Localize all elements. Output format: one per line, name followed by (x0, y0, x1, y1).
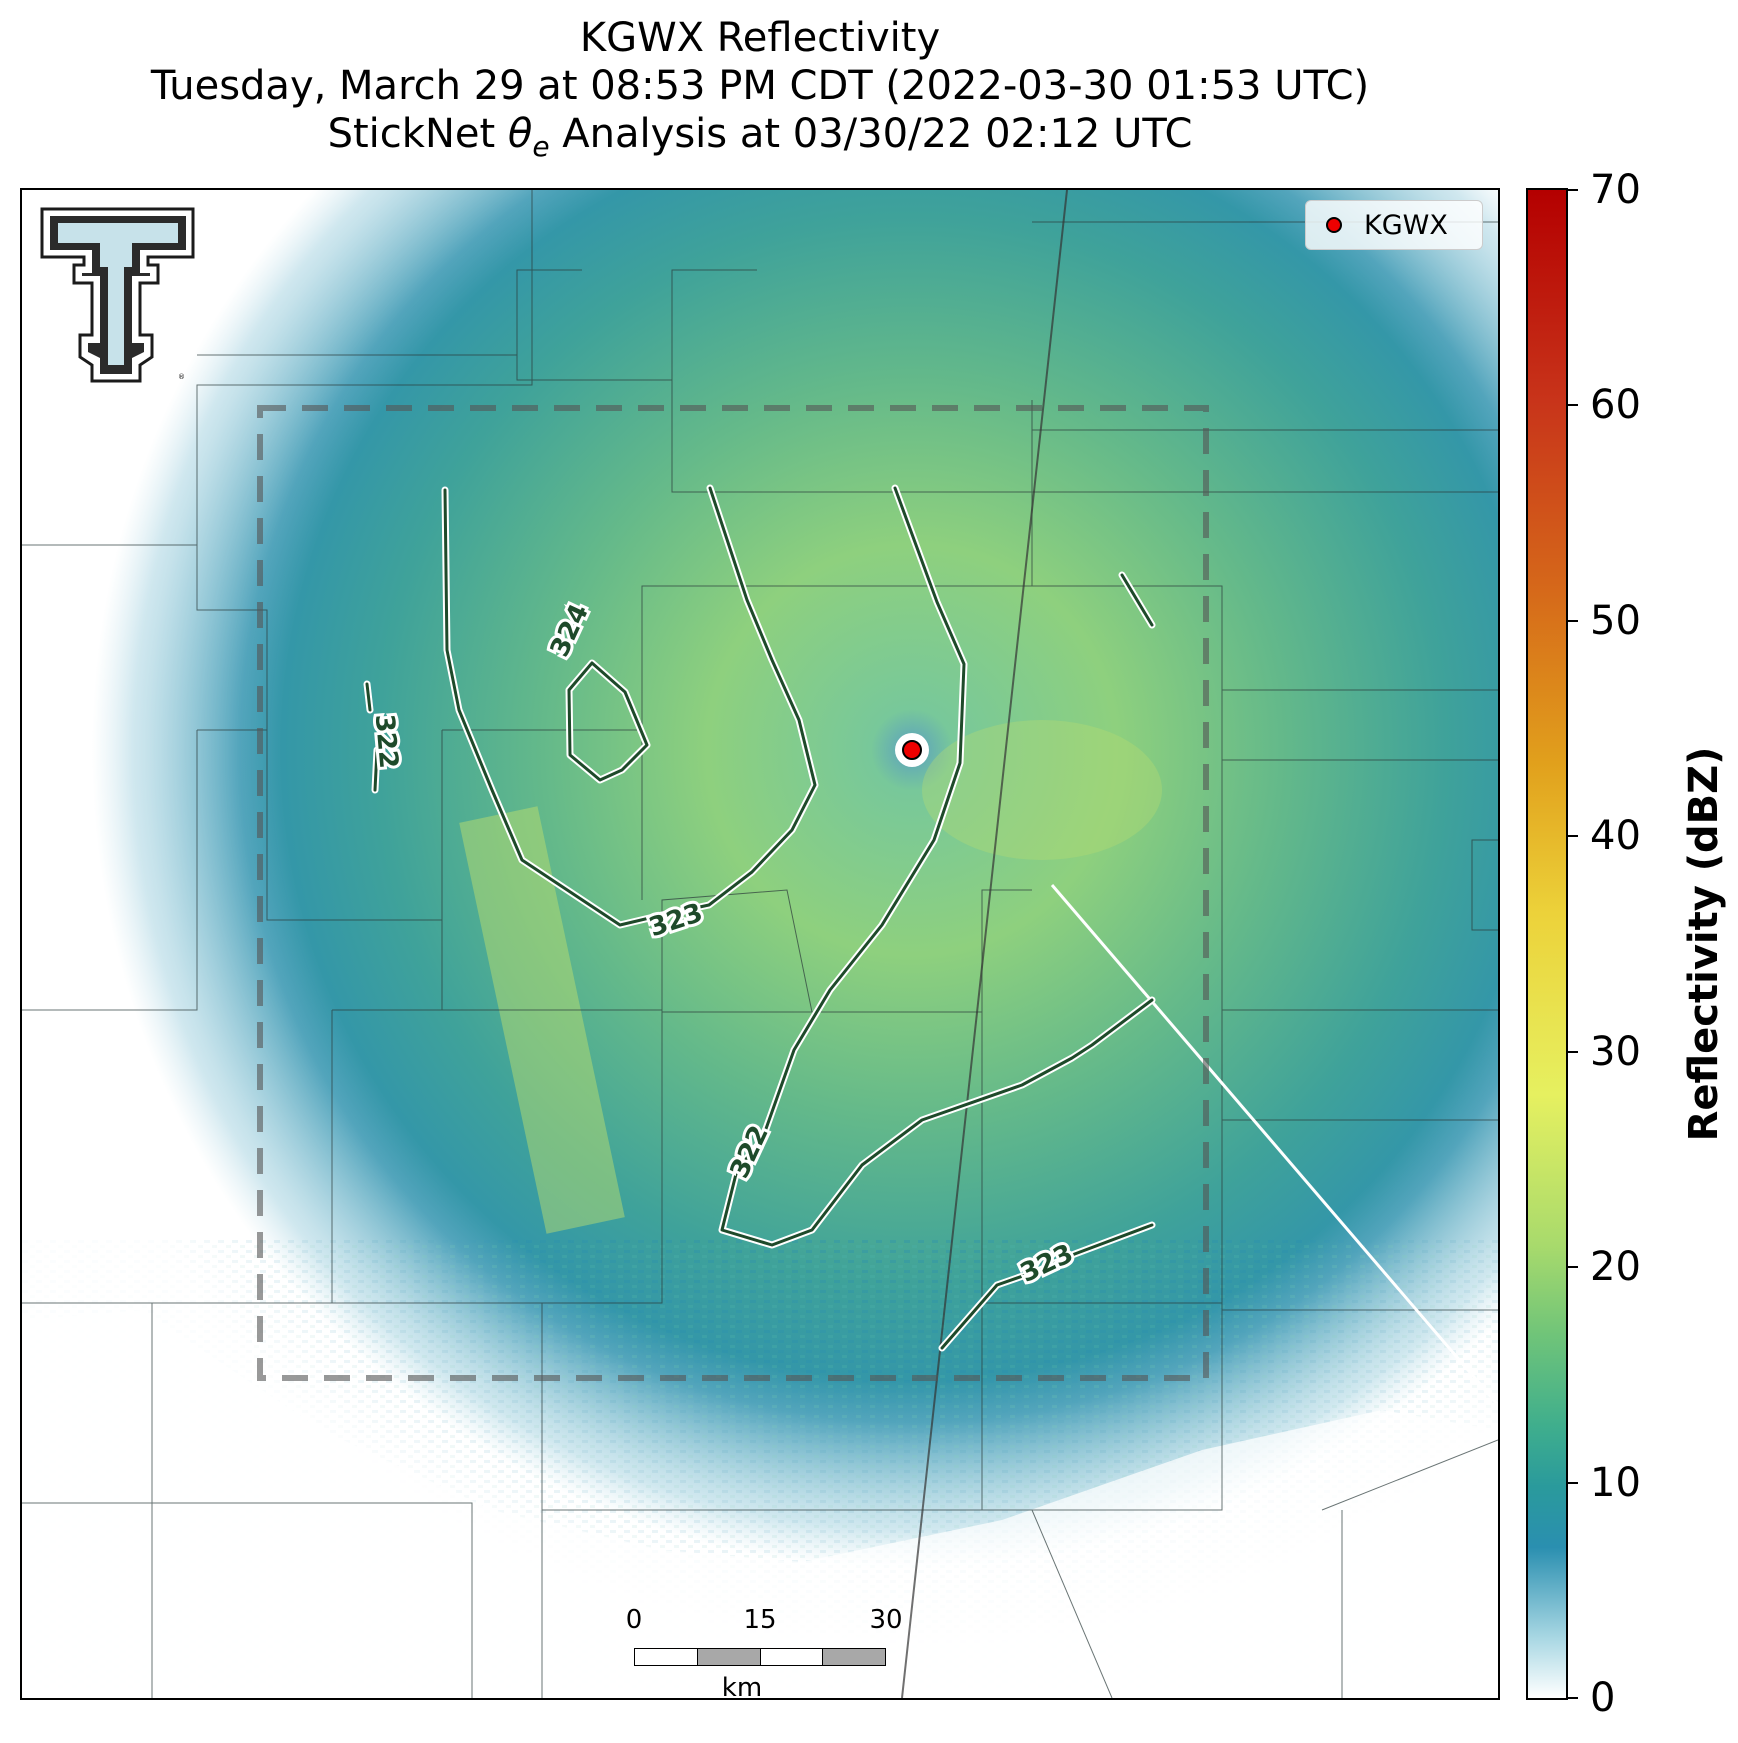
legend-marker-kgwx (1326, 217, 1342, 233)
reflectivity-colorbar (1526, 188, 1568, 1700)
scale-unit-label: km (721, 1673, 763, 1703)
scale-tick-15: 15 (743, 1605, 777, 1635)
contour-fragment-ne (1120, 573, 1154, 627)
double-t-icon: ® (40, 207, 195, 383)
colorbar-tick (1568, 404, 1578, 407)
colorbar-tick (1568, 835, 1578, 838)
county-line (661, 889, 813, 1013)
county-line (1031, 1509, 1113, 1698)
county-line (671, 380, 1498, 493)
colorbar-tick (1568, 1050, 1578, 1053)
scale-segment (635, 1649, 698, 1665)
theta-e-contours (363, 484, 1156, 1352)
legend-label-kgwx: KGWX (1364, 210, 1448, 241)
theta-symbol: θ (507, 111, 533, 157)
map-canvas: 322 324 323 322 323 (22, 190, 1498, 1698)
contour-322-main (720, 486, 1154, 1247)
county-line (22, 730, 198, 1011)
state-line (901, 190, 1068, 1698)
radar-site-kgwx[interactable] (895, 733, 929, 767)
scale-bar: 0 15 30 km (600, 1605, 903, 1703)
title-line-3-prefix: StickNet (327, 111, 508, 157)
contour-323-north (443, 486, 817, 927)
colorbar-tick-label: 60 (1590, 382, 1641, 429)
colorbar-title: Reflectivity (dBZ) (1681, 746, 1727, 1142)
county-line (442, 585, 1032, 731)
svg-text:®: ® (178, 373, 185, 381)
colorbar-tick-label: 0 (1590, 1675, 1616, 1721)
county-line (1471, 839, 1498, 931)
county-line (442, 1009, 663, 1304)
colorbar-tick-label: 50 (1590, 597, 1641, 644)
contour-323-south (940, 1223, 1154, 1350)
analysis-domain-box (257, 405, 1209, 1381)
colorbar-tick-label: 30 (1590, 1028, 1641, 1075)
scale-bar-segments (634, 1648, 886, 1666)
county-line (812, 889, 1032, 1013)
radar-map[interactable]: 322 324 323 322 323 (20, 188, 1500, 1700)
colorbar-tick (1568, 1697, 1578, 1699)
county-line (982, 1310, 1223, 1511)
scale-tick-30: 30 (869, 1605, 903, 1635)
colorbar-tick (1568, 1481, 1578, 1484)
contour-label-322-west: 322 (369, 713, 404, 770)
title-line-1: KGWX Reflectivity (579, 15, 941, 61)
low-signal-region-south (22, 1310, 1498, 1698)
contour-324 (567, 661, 649, 782)
title-line-2: Tuesday, March 29 at 08:53 PM CDT (2022-… (150, 63, 1370, 109)
radar-site-marker (902, 740, 922, 760)
county-line (1321, 1439, 1498, 1511)
colorbar-tick (1568, 189, 1578, 191)
colorbar-tick-label: 70 (1590, 167, 1641, 213)
radar-beam-blockage (1050, 884, 1498, 1406)
county-line (197, 269, 582, 356)
title-line-3-suffix: Analysis at 03/30/22 02:12 UTC (549, 111, 1193, 157)
scale-segment (823, 1649, 885, 1665)
scale-tick-0: 0 (625, 1605, 643, 1635)
map-legend: KGWX (1305, 200, 1483, 250)
colorbar-tick-label: 10 (1590, 1459, 1641, 1506)
scale-segment (697, 1649, 761, 1665)
county-line (541, 1303, 983, 1511)
county-line (22, 190, 533, 546)
colorbar-tick-label: 20 (1590, 1244, 1641, 1291)
colorbar-tick (1568, 1266, 1578, 1269)
theta-subscript: e (532, 130, 550, 163)
colorbar-tick (1568, 619, 1578, 622)
county-line (266, 730, 443, 921)
scale-segment (760, 1649, 824, 1665)
texas-tech-double-t-logo: ® (40, 205, 195, 390)
title-line-3: StickNet θe Analysis at 03/30/22 02:12 U… (0, 110, 1520, 171)
county-line (22, 1502, 473, 1698)
colorbar-tick-label: 40 (1590, 813, 1641, 860)
county-line (196, 545, 268, 731)
contour-322-west-b (373, 748, 379, 792)
contour-322-west-a (365, 682, 372, 712)
